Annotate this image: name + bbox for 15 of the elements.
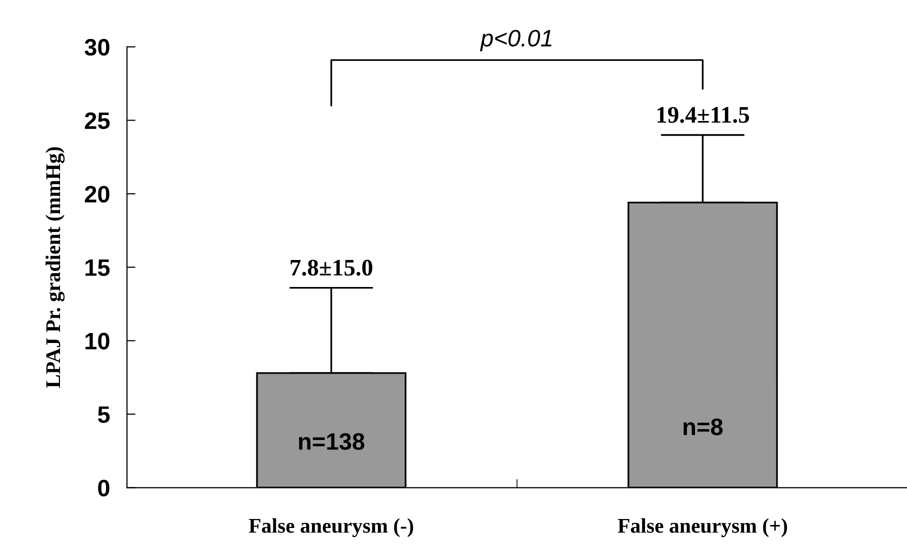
x-tick-label: False aneurysm (+) <box>618 518 787 538</box>
y-tick-label: 0 <box>98 480 110 496</box>
annotation: p<0.01 <box>480 30 552 52</box>
annotation: 19.4±11.5 <box>657 106 749 123</box>
y-tick-label: 15 <box>86 260 110 276</box>
annotation: n=138 <box>299 433 364 450</box>
y-tick-label: 10 <box>86 332 110 350</box>
x-tick-label: False aneurysm (-) <box>248 518 414 538</box>
y-tick-label: 20 <box>84 186 110 203</box>
annotation: n=8 <box>684 418 723 436</box>
y-tick-label: 25 <box>84 112 110 130</box>
y-tick-label: 5 <box>98 406 110 423</box>
annotation: 7.8±15.0 <box>290 260 372 276</box>
y-tick-label: 30 <box>84 38 110 56</box>
y-axis-title: LPAJ Pr. gradient (mmHg) <box>46 147 65 388</box>
